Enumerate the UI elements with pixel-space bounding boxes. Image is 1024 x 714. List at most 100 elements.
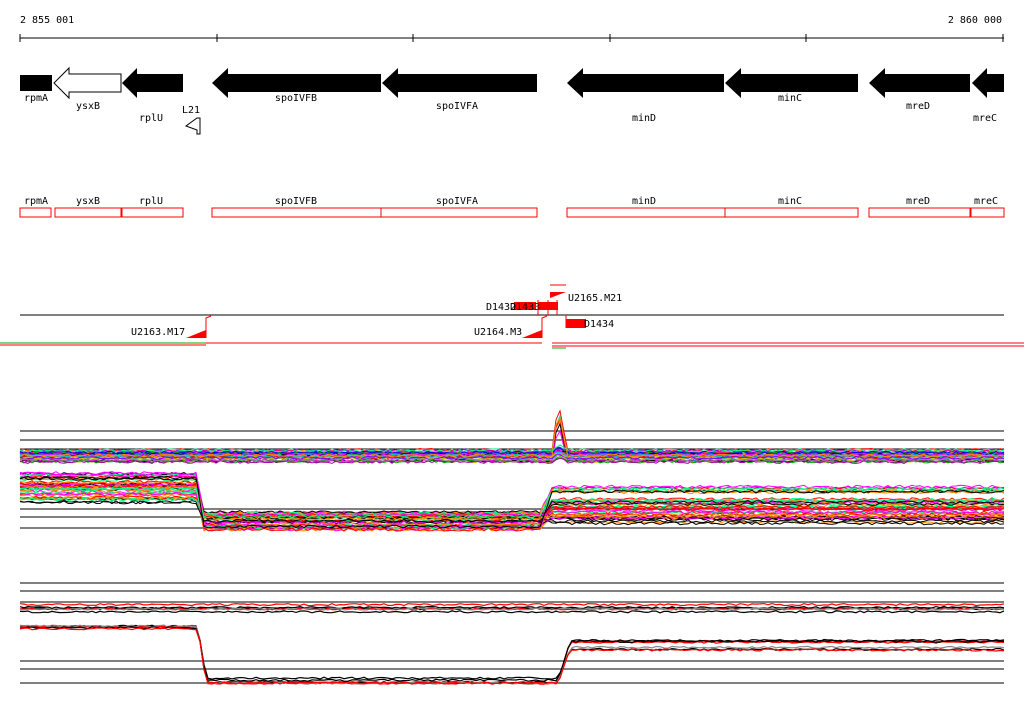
gene-label: spoIVFA [436,101,478,112]
gene-rpmA[interactable]: rpmA [20,75,52,104]
gene-label: spoIVFB [275,93,317,104]
profile-line [19,624,1005,685]
profile-line [19,625,1005,685]
profile-line [20,484,1005,527]
profile-line [19,482,1005,525]
block-shape [566,319,586,328]
gene-label: mreD [906,101,930,112]
gene-ysxB[interactable]: ysxB [53,66,122,112]
gene-arrow-shape [212,68,381,98]
promoter-U2165-M21[interactable]: U2165.M21 [550,284,622,304]
gene-box-label: minC [778,196,802,207]
gene-box[interactable] [211,207,382,218]
block-D1433[interactable]: D1433 [510,302,558,313]
gene-box[interactable] [380,207,538,218]
profile-line [19,626,1004,682]
gene-arrow-track: rpmA ysxB rplU L21 spoIVFB spoIVFA minD [20,66,1004,135]
gene-mreC[interactable]: mreC [972,68,1004,124]
promoter-U2163-M17[interactable]: U2163.M17 [131,315,212,338]
gene-label: minD [632,113,656,124]
gene-label: mreC [973,113,997,124]
promoter-marker [522,330,542,338]
profile-line [19,624,1005,684]
promoter-marker [550,292,566,298]
expression-panel-all-conditions [19,409,1005,532]
profile-line [19,624,1005,680]
gene-arrow-shape [184,117,201,135]
block-D1434[interactable]: D1434 [565,315,614,330]
profile-line [19,474,1005,525]
panel-profile-lines [19,602,1005,685]
gene-label: rplU [139,113,163,124]
gene-box-track: rpmA ysxB rplU spoIVFB spoIVFA minD minC… [19,196,1005,218]
gene-minC[interactable]: minC [725,68,858,104]
ruler-end-label: 2 860 000 [948,15,1002,26]
promoter-stem [541,315,548,338]
panel-profile-lines [19,409,1005,532]
gene-label: minC [778,93,802,104]
block-shape [514,302,536,310]
gene-box[interactable] [54,207,122,218]
profile-line [19,475,1005,529]
gene-box-label: minD [632,196,656,207]
feature-label: D1433 [510,302,540,313]
gene-rplU[interactable]: rplU [122,68,183,124]
ruler-start-label: 2 855 001 [20,15,74,26]
gene-box[interactable] [19,207,52,218]
gene-arrow-shape [972,68,1004,98]
promoter-U2164-M3[interactable]: U2164.M3 [474,315,548,338]
gene-minD[interactable]: minD [567,68,724,124]
gene-label: ysxB [76,101,100,112]
feature-label: U2163.M17 [131,327,185,338]
gene-arrow-shape [869,68,970,98]
profile-line [19,447,1005,455]
gene-L21[interactable]: L21 [182,105,201,135]
profile-line [19,607,1005,611]
profile-line [19,500,1005,523]
expression-panel-summary [19,582,1005,685]
feature-label: D1432 [486,302,516,313]
gene-box[interactable] [970,207,1005,218]
gene-box[interactable] [121,207,184,218]
gene-arrow-shape [567,68,724,98]
coordinate-ruler: 2 855 001 2 860 000 [19,15,1004,42]
gene-box-label: ysxB [76,196,100,207]
feature-label: U2165.M21 [568,293,622,304]
gene-box-label: rpmA [24,196,48,207]
profile-line [19,471,1005,518]
gene-spoIVFA[interactable]: spoIVFA [382,68,537,112]
gene-label: rpmA [24,93,48,104]
profile-line [19,454,1005,460]
profile-line [19,610,1005,614]
gene-arrow-shape [122,68,183,98]
profile-line [19,627,1005,685]
gene-arrow-shape [725,68,858,98]
block-D1432[interactable]: D1432 [486,302,536,313]
profile-line [19,420,1005,453]
profile-line [19,624,1005,684]
profile-line [19,492,1005,528]
profile-line [19,444,1005,453]
gene-box[interactable] [868,207,971,218]
profile-line [19,417,1005,458]
gene-label: L21 [182,105,200,116]
gene-arrow-shape [382,68,537,98]
gene-spoIVFB[interactable]: spoIVFB [212,68,381,104]
gene-box-label: spoIVFB [275,196,317,207]
profile-line [19,480,1005,521]
gene-box-label: spoIVFA [436,196,478,207]
profile-line [19,602,1005,607]
feature-track: U2163.M17 U2164.M3 U2165.M21 D1432 D1433 [0,284,1024,349]
gene-box[interactable] [724,207,859,218]
gene-box-label: mreD [906,196,930,207]
gene-arrow-shape [20,75,52,91]
gene-box-label: mreC [974,196,998,207]
gene-mreD[interactable]: mreD [869,68,970,112]
profile-line [19,605,1005,610]
promoter-marker [186,330,206,338]
promoter-stem [205,315,212,338]
gene-box[interactable] [566,207,726,218]
gene-arrow-shape [53,66,122,100]
profile-line [19,456,1005,463]
